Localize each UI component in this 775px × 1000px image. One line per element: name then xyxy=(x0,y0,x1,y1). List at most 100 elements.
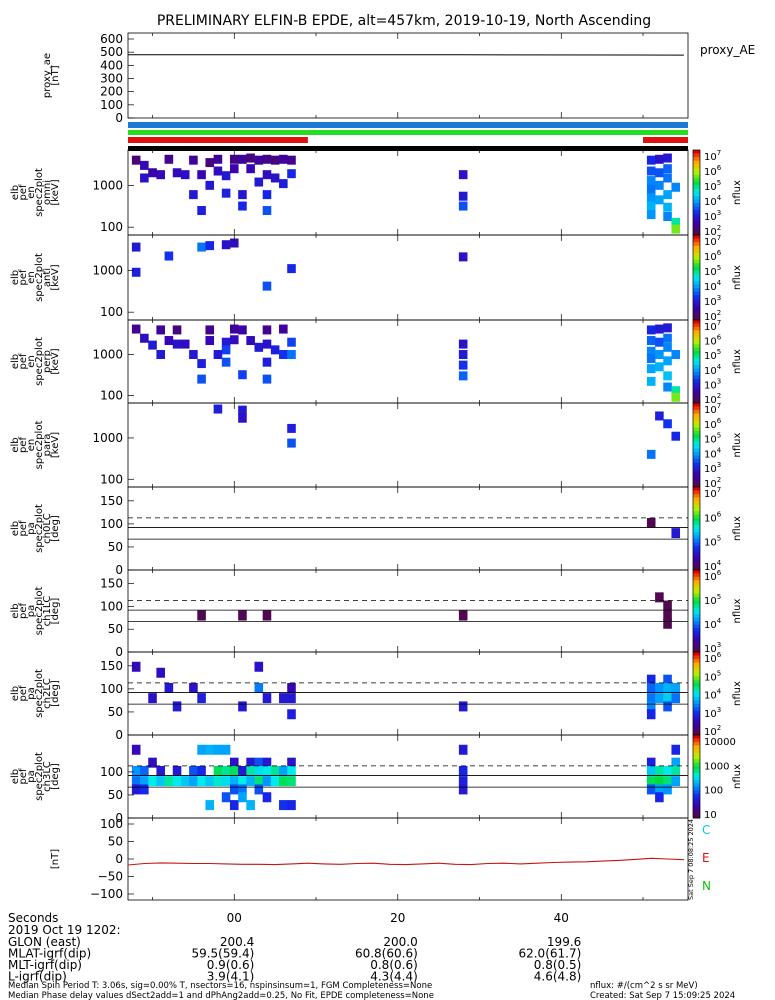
spec-perp-cell xyxy=(279,350,288,360)
pa-ch1-colorbar-tick-exp: 3 xyxy=(717,641,721,649)
spec-perp-cell xyxy=(189,350,198,360)
spec-anti-colorbar-segment xyxy=(693,309,700,314)
pa-ch3-cell xyxy=(671,765,681,776)
pa-ch3-cell xyxy=(229,776,239,787)
spec-anti-cell xyxy=(287,264,296,274)
spec-anti-colorbar-tick-exp: 3 xyxy=(717,294,721,302)
pa-ch3-cell xyxy=(140,784,149,795)
spec-para-colorbar-tick-exp: 4 xyxy=(717,446,722,454)
pa-ch3-colorbar-segment xyxy=(693,786,700,791)
spec-omni-colorbar-segment xyxy=(693,196,700,201)
spec-perp-colorbar-label: nflux xyxy=(732,349,743,374)
pa-ch0-colorbar-segment xyxy=(693,566,700,571)
ephemeris-row-value: 199.6 xyxy=(547,935,581,949)
pa-ch1-cell xyxy=(655,592,664,603)
spec-para-colorbar-segment xyxy=(693,431,700,435)
spec-perp-cell xyxy=(213,350,223,360)
spec-perp-cell xyxy=(238,370,247,380)
spec-perp-cell xyxy=(663,323,672,333)
spec-omni-cell xyxy=(229,164,239,174)
pa-ch2-colorbar-tick: 102 xyxy=(704,724,721,738)
proxy-ae-ytick-label: 300 xyxy=(100,72,123,86)
spec-anti-cell xyxy=(262,281,272,291)
pa-ch2-colorbar-segment xyxy=(693,707,700,712)
spec-perp-cell xyxy=(156,325,165,335)
pa-ch3-cell xyxy=(646,757,656,768)
spec-perp-cell xyxy=(262,339,272,349)
spec-perp-cell xyxy=(655,362,664,372)
spec-perp-cell xyxy=(663,342,672,352)
pa-ch3-cell xyxy=(238,776,247,787)
pa-ch3-cell xyxy=(655,776,664,787)
pa-ch3-colorbar-segment xyxy=(693,738,700,743)
spec-para-ytick-label: 1000 xyxy=(92,431,123,445)
spec-perp-cell xyxy=(270,345,280,355)
spec-omni-cell xyxy=(458,170,468,180)
pa-ch2-ylabel-line: pa xyxy=(26,687,37,699)
pa-ch0-colorbar-segment xyxy=(693,542,700,547)
pa-ch3-ylabel-line: pa xyxy=(26,770,37,782)
pa-ch0-colorbar-segment xyxy=(693,504,700,509)
spec-omni-colorbar-segment xyxy=(693,199,700,204)
pa-ch2-ytick-label: 100 xyxy=(100,682,123,696)
spec-perp-colorbar-segment xyxy=(693,340,700,345)
pa-ch0-colorbar-tick: 106 xyxy=(704,510,722,524)
spec-para-colorbar-segment xyxy=(693,424,700,428)
ephemeris-row-label: GLON (east) xyxy=(8,935,81,949)
bottom-annotations: Seconds 2019 Oct 19 1202: Median Spin Pe… xyxy=(8,911,735,1000)
spec-para-colorbar-segment xyxy=(693,462,700,467)
pa-ch1-colorbar-segment xyxy=(693,645,700,650)
spec-perp-colorbar-segment xyxy=(693,361,700,366)
spec-perp-cell xyxy=(140,333,149,343)
pa-ch0-ylabel-line: ch0LC xyxy=(42,513,53,544)
side-label-n: N xyxy=(702,879,711,893)
spec-omni-cell xyxy=(663,190,672,200)
pa-ch3-cell xyxy=(646,776,656,787)
pa-ch1-ylabel-line: pa xyxy=(26,605,37,617)
pa-ch3-colorbar-segment xyxy=(693,811,700,816)
spec-perp-colorbar-tick: 107 xyxy=(704,319,721,333)
spec-anti-colorbar-tick-exp: 5 xyxy=(717,264,721,272)
pa-ch3-cell xyxy=(254,757,264,768)
spec-omni-colorbar-segment xyxy=(693,174,700,179)
pa-ch2-ytick-label: 0 xyxy=(115,728,123,742)
pa-ch2-cell xyxy=(287,682,296,693)
spec-omni-cell xyxy=(205,180,215,190)
pa-ch1-colorbar-segment xyxy=(693,590,700,595)
pa-ch2-ytick-label: 150 xyxy=(100,659,123,673)
spec-anti-colorbar-segment xyxy=(693,235,700,240)
spec-perp-colorbar-segment xyxy=(693,396,700,401)
pa-ch2-frame xyxy=(127,651,689,736)
pa-ch0-ytick-label: 0 xyxy=(115,563,123,577)
spec-perp-colorbar-segment xyxy=(693,354,700,359)
pa-ch0-colorbar-segment xyxy=(693,559,700,564)
pa-ch0-colorbar-tick-exp: 5 xyxy=(717,535,721,543)
spec-omni-cell xyxy=(262,170,272,180)
spec-omni-cell xyxy=(197,206,206,216)
pa-ch2-ytick-label: 50 xyxy=(108,705,123,719)
pa-ch2-colorbar-segment xyxy=(693,714,700,719)
spec-omni-cell xyxy=(663,211,672,221)
pa-ch3-ylabel-line: ch3LC xyxy=(42,761,53,792)
spec-perp-colorbar-segment xyxy=(693,320,700,324)
spec-perp-colorbar-tick: 105 xyxy=(704,348,721,362)
spec-anti-colorbar-segment xyxy=(693,298,700,303)
pa-ch3-cell xyxy=(213,776,223,787)
spec-omni-colorbar-segment xyxy=(693,188,700,193)
pa-ch1-colorbar-segment xyxy=(693,597,700,602)
proxy-ae-ylabel-line: [nT] xyxy=(50,65,61,85)
pa-ch3-cell xyxy=(254,784,264,795)
spec-omni-colorbar-segment xyxy=(693,150,700,155)
pa-ch1-cell xyxy=(197,610,206,621)
spec-perp-colorbar-segment xyxy=(693,344,700,349)
pa-ch1-cell xyxy=(262,610,272,621)
pa-ch2-colorbar-tick: 105 xyxy=(704,669,721,683)
spec-para-cell xyxy=(671,431,681,441)
spec-omni-cell xyxy=(221,171,231,181)
status-bar-black xyxy=(128,146,688,151)
spec-perp-cell xyxy=(172,325,182,335)
pa-ch3-ylabel-line: [deg] xyxy=(50,763,61,790)
spec-anti-ylabel-line: elb xyxy=(10,270,21,285)
pa-ch2-cell xyxy=(663,682,672,693)
pa-ch3-colorbar-segment xyxy=(693,773,700,777)
